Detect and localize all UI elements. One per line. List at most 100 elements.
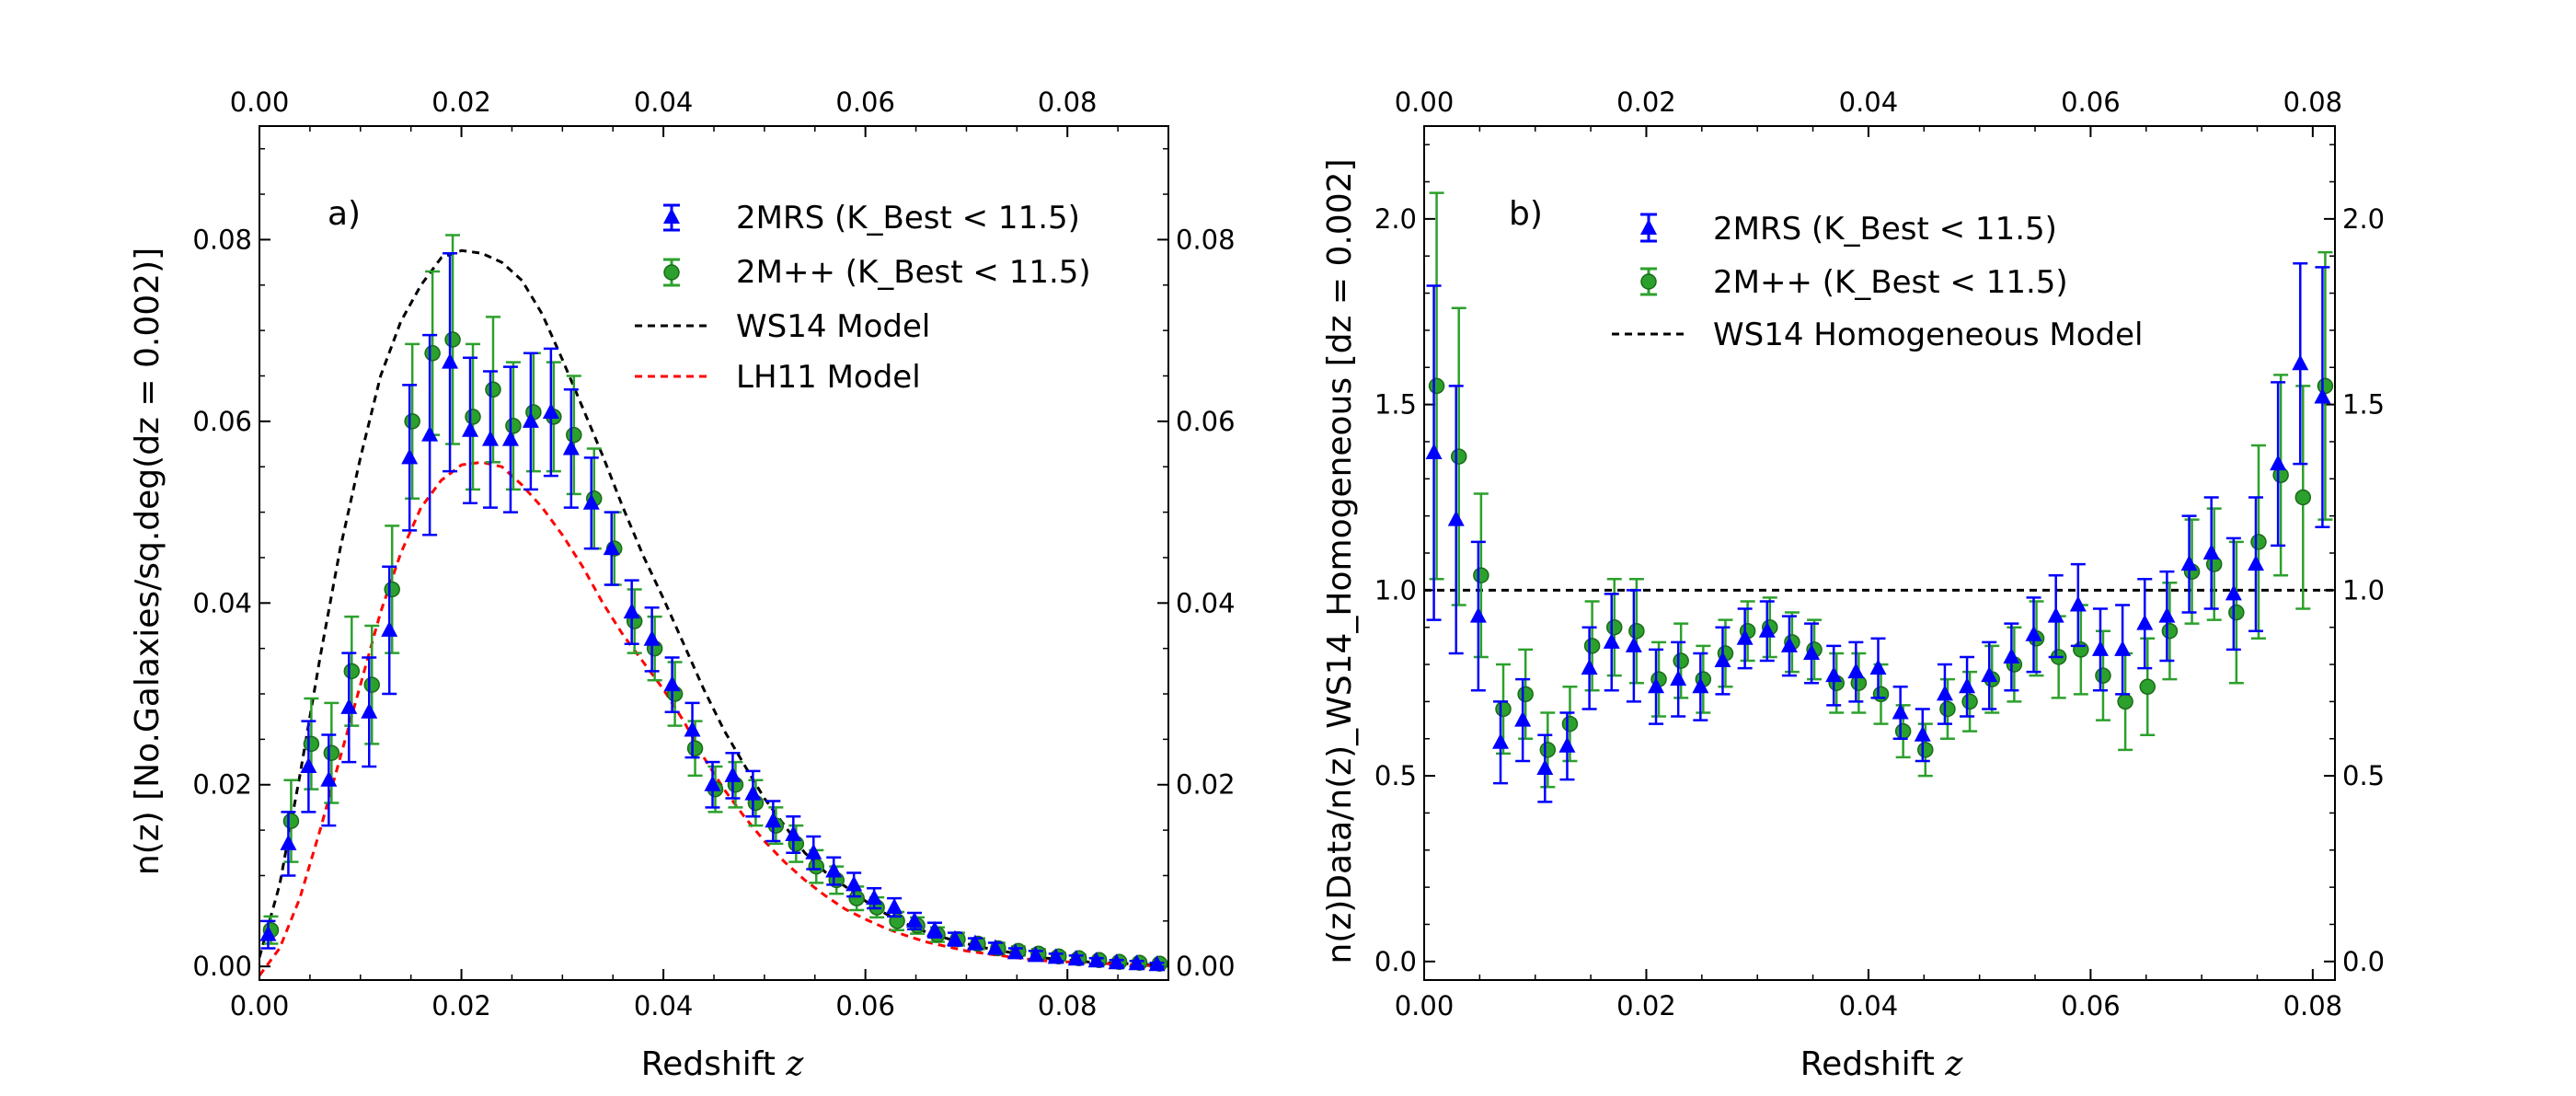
panel-b-ticks: 0.00 0.00 0.02 0.02 0.04 0.04 0.06 0.06 0.08 0.08… bbox=[1374, 87, 2385, 1021]
point-2m-k-best-11-5 bbox=[1717, 618, 1734, 688]
marker-circle bbox=[2228, 604, 2245, 621]
y-tick-label: 0.04 bbox=[192, 587, 252, 618]
point-2mrs-k-best-11-5 bbox=[1469, 540, 1487, 692]
point-2mrs-k-best-11-5 bbox=[2247, 496, 2264, 632]
marker-circle bbox=[686, 740, 704, 757]
point-2mrs-k-best-11-5 bbox=[1914, 708, 1931, 763]
point-2mrs-k-best-11-5 bbox=[2202, 496, 2220, 610]
marker-circle bbox=[465, 409, 481, 425]
marker-circle bbox=[1961, 693, 1978, 710]
x-tick-label-top: 0.02 bbox=[431, 87, 491, 118]
point-2m-k-best-11-5 bbox=[2183, 518, 2201, 625]
legend-b-2mrs-label: 2MRS (K_Best < 11.5) bbox=[1713, 211, 2057, 248]
point-2mrs-k-best-11-5 bbox=[280, 811, 297, 877]
point-2mrs-k-best-11-5 bbox=[1825, 644, 1843, 707]
point-2mrs-k-best-11-5 bbox=[1936, 663, 1953, 725]
point-2m-k-best-11-5 bbox=[424, 270, 441, 436]
x-tick-label: 0.00 bbox=[1395, 990, 1455, 1021]
marker-circle bbox=[1517, 686, 1534, 703]
marker-triangle bbox=[1736, 629, 1754, 645]
marker-triangle bbox=[1603, 632, 1620, 649]
marker-circle bbox=[505, 418, 522, 434]
point-2m-k-best-11-5 bbox=[2139, 637, 2156, 736]
y-tick-label: 2.0 bbox=[1374, 203, 1417, 235]
x-tick-label: 0.00 bbox=[230, 990, 290, 1021]
marker-circle bbox=[1583, 638, 1601, 654]
marker-triangle bbox=[2047, 606, 2064, 623]
point-2mrs-k-best-11-5 bbox=[825, 856, 843, 886]
marker-triangle bbox=[986, 939, 1004, 955]
marker-triangle bbox=[582, 493, 600, 510]
marker-triangle bbox=[442, 352, 459, 369]
point-2mrs-k-best-11-5 bbox=[1047, 948, 1064, 964]
marker-triangle bbox=[1914, 725, 1931, 742]
marker-triangle bbox=[320, 770, 338, 787]
marker-triangle bbox=[280, 834, 297, 850]
marker-triangle bbox=[2225, 584, 2242, 601]
point-2mrs-k-best-11-5 bbox=[320, 733, 338, 827]
marker-triangle bbox=[946, 929, 963, 946]
y-tick-label-right: 0.00 bbox=[1176, 951, 1236, 982]
point-2m-k-best-11-5 bbox=[1473, 492, 1489, 659]
marker-triangle bbox=[501, 430, 519, 446]
marker-circle bbox=[282, 813, 300, 829]
point-2mrs-k-best-11-5 bbox=[300, 720, 317, 813]
marker-circle bbox=[2117, 693, 2133, 710]
point-2mrs-k-best-11-5 bbox=[603, 511, 620, 586]
marker-triangle bbox=[481, 430, 499, 446]
point-2m-k-best-11-5 bbox=[525, 352, 542, 473]
point-2m-k-best-11-5 bbox=[1961, 670, 1978, 733]
marker-triangle bbox=[1780, 636, 1798, 652]
panel-a-series bbox=[259, 234, 1168, 976]
y-tick-label-right: 0.08 bbox=[1176, 224, 1236, 255]
marker-triangle bbox=[684, 721, 701, 737]
marker-circle bbox=[1473, 567, 1489, 583]
legend-2mpp: 2M++ (K_Best < 11.5) bbox=[663, 254, 1091, 291]
marker-triangle bbox=[744, 784, 762, 801]
point-2mrs-k-best-11-5 bbox=[562, 388, 580, 509]
marker-circle bbox=[323, 744, 340, 761]
marker-triangle bbox=[1128, 954, 1145, 971]
x-tick-label-top: 0.04 bbox=[1839, 87, 1899, 118]
point-2m-k-best-11-5 bbox=[2205, 507, 2223, 621]
point-2mrs-k-best-11-5 bbox=[2025, 596, 2042, 674]
y-tick-label: 0.00 bbox=[192, 951, 252, 982]
point-2mrs-k-best-11-5 bbox=[259, 919, 277, 950]
point-2mrs-k-best-11-5 bbox=[845, 871, 863, 898]
panel-a-legend: 2MRS (K_Best < 11.5) 2M++ (K_Best < 11.5… bbox=[635, 200, 1091, 396]
marker-circle bbox=[1894, 722, 1912, 740]
point-2mrs-k-best-11-5 bbox=[1981, 640, 1998, 710]
point-2mrs-k-best-11-5 bbox=[2180, 514, 2198, 614]
x-tick-label-top: 0.08 bbox=[2283, 87, 2343, 118]
point-2mrs-k-best-11-5 bbox=[1087, 952, 1105, 968]
point-2mrs-k-best-11-5 bbox=[421, 333, 439, 536]
marker-triangle bbox=[1108, 953, 1125, 970]
marker-circle bbox=[2095, 667, 2111, 684]
marker-circle bbox=[1450, 448, 1467, 465]
marker-triangle bbox=[765, 812, 782, 828]
panel-b-frame bbox=[1423, 125, 2336, 981]
panel-a-label: a) bbox=[328, 195, 361, 233]
marker-circle bbox=[404, 413, 420, 430]
x-tick-label: 0.02 bbox=[1616, 990, 1676, 1021]
point-2mrs-k-best-11-5 bbox=[1692, 652, 1709, 721]
point-2mrs-k-best-11-5 bbox=[1006, 943, 1024, 960]
marker-triangle bbox=[1981, 666, 1998, 683]
point-2mrs-k-best-11-5 bbox=[1648, 648, 1665, 725]
point-2mrs-k-best-11-5 bbox=[684, 701, 701, 759]
legend-b-2mpp: 2M++ (K_Best < 11.5) bbox=[1640, 264, 2068, 301]
marker-triangle bbox=[603, 539, 620, 556]
marker-circle bbox=[1628, 622, 1645, 640]
point-2mrs-k-best-11-5 bbox=[1625, 589, 1642, 703]
y-tick-label: 0.0 bbox=[1374, 946, 1417, 977]
marker-circle bbox=[485, 381, 501, 398]
marker-circle bbox=[1872, 686, 1890, 703]
marker-triangle bbox=[2114, 640, 2132, 656]
y-tick-label-right: 0.5 bbox=[2342, 760, 2385, 791]
point-2mrs-k-best-11-5 bbox=[2270, 381, 2287, 548]
marker-triangle bbox=[1692, 677, 1709, 694]
marker-triangle bbox=[1670, 670, 1687, 686]
point-2mrs-k-best-11-5 bbox=[442, 251, 459, 473]
marker-circle bbox=[444, 331, 461, 348]
